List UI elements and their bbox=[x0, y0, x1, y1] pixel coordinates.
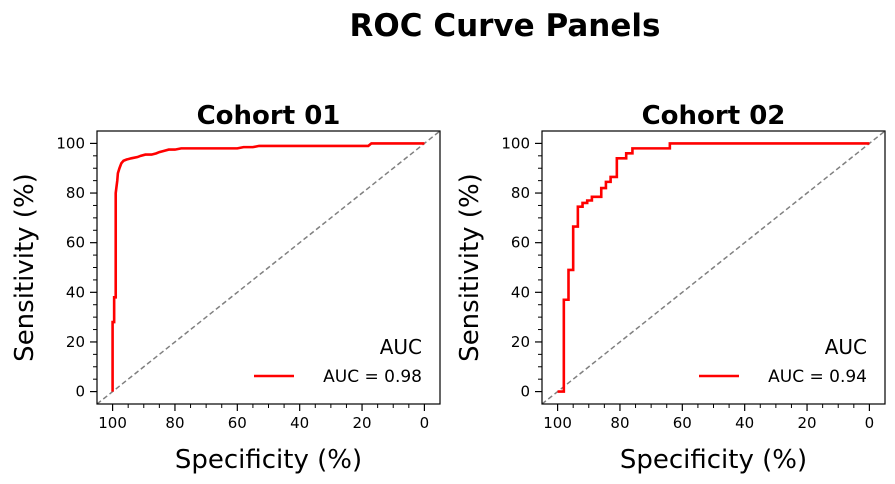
x-tick-label: 80 bbox=[610, 414, 629, 432]
legend-title: AUC bbox=[825, 335, 867, 359]
y-tick-label: 100 bbox=[501, 134, 530, 152]
y-axis-label: Sensitivity (%) bbox=[10, 173, 40, 362]
y-tick-label: 20 bbox=[511, 333, 530, 351]
x-tick-label: 80 bbox=[165, 414, 184, 432]
x-tick-label: 0 bbox=[865, 414, 875, 432]
y-tick-label: 60 bbox=[66, 234, 85, 252]
y-tick-label: 0 bbox=[520, 383, 530, 401]
x-tick-label: 40 bbox=[290, 414, 309, 432]
x-tick-label: 0 bbox=[420, 414, 430, 432]
y-tick-label: 100 bbox=[56, 134, 85, 152]
panel-title: Cohort 01 bbox=[197, 101, 341, 131]
y-tick-label: 0 bbox=[75, 383, 85, 401]
legend-title: AUC bbox=[380, 335, 422, 359]
reference-diagonal bbox=[97, 131, 440, 404]
x-tick-label: 20 bbox=[352, 414, 371, 432]
legend-entry: AUC = 0.94 bbox=[768, 367, 867, 387]
x-tick-label: 20 bbox=[797, 414, 816, 432]
y-tick-label: 80 bbox=[66, 184, 85, 202]
x-tick-label: 100 bbox=[98, 414, 127, 432]
legend-entry: AUC = 0.98 bbox=[323, 367, 422, 387]
y-tick-label: 80 bbox=[511, 184, 530, 202]
y-tick-label: 60 bbox=[511, 234, 530, 252]
x-axis-label: Specificity (%) bbox=[620, 445, 807, 475]
y-tick-label: 40 bbox=[511, 283, 530, 301]
roc-curve-1 bbox=[111, 142, 425, 392]
roc-panel-2: 100 80 60 40 20 0 0 20 40 60 80 100 Cohort 02 Specifi… bbox=[455, 101, 886, 475]
roc-curve-1 bbox=[557, 142, 870, 393]
y-tick-label: 20 bbox=[66, 333, 85, 351]
y-tick-label: 40 bbox=[66, 283, 85, 301]
x-tick-label: 60 bbox=[228, 414, 247, 432]
x-axis-label: Specificity (%) bbox=[175, 445, 362, 475]
x-tick-label: 40 bbox=[735, 414, 754, 432]
panel-title: Cohort 02 bbox=[642, 101, 786, 131]
roc-panel-1: 100 80 60 40 20 0 0 20 40 60 80 100 Cohort 01 Specifi… bbox=[10, 101, 441, 475]
x-tick-label: 100 bbox=[543, 414, 572, 432]
figure-title: ROC Curve Panels bbox=[350, 8, 661, 44]
x-tick-label: 60 bbox=[673, 414, 692, 432]
reference-diagonal bbox=[542, 131, 885, 404]
y-axis-label: Sensitivity (%) bbox=[455, 173, 485, 362]
